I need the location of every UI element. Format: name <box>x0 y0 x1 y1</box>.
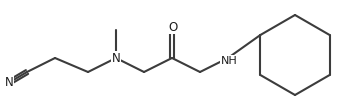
Text: N: N <box>112 52 120 65</box>
Text: NH: NH <box>221 56 237 66</box>
Text: N: N <box>5 75 13 88</box>
Text: O: O <box>169 20 178 33</box>
